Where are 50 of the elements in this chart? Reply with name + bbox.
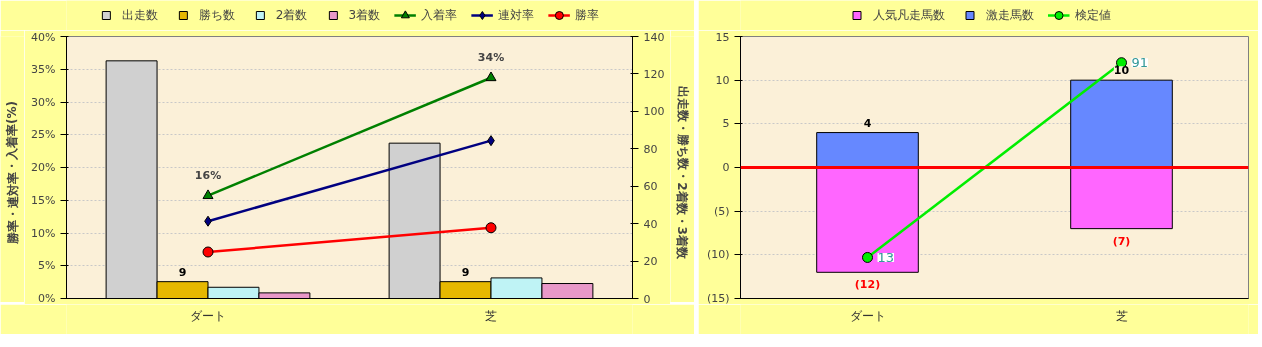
data-label: 9 xyxy=(461,265,470,279)
y2-tick-label: 80 xyxy=(643,142,658,156)
y-tick-label: 40% xyxy=(31,30,56,44)
legend-label: 2着数 xyxy=(275,6,308,24)
x-tick-label: 芝 xyxy=(1115,309,1128,323)
annotation: 13 xyxy=(877,249,895,265)
y-tick-label: 20% xyxy=(31,161,56,174)
legend-label: 勝ち数 xyxy=(198,6,235,24)
y-axis-title: 勝率・連対率・入着率(%) xyxy=(5,101,20,245)
y-tick-label: 0% xyxy=(38,291,56,305)
y2-tick-label: 120 xyxy=(643,67,665,81)
y2-tick-label: 100 xyxy=(643,105,665,119)
data-label: 9 xyxy=(178,265,187,279)
y2-tick-label: 40 xyxy=(643,217,658,231)
y-tick-label: 0 xyxy=(722,161,730,174)
y2-tick-label: 140 xyxy=(643,30,665,44)
y2-axis-title: 出走数・勝ち数・2着数・3着数 xyxy=(675,86,690,260)
legend-label: 3着数 xyxy=(348,6,381,24)
legend-label: 出走数 xyxy=(121,6,158,24)
y-tick-label: 15 xyxy=(715,30,730,44)
y2-tick-label: 20 xyxy=(643,255,658,269)
data-label: 4 xyxy=(863,116,872,130)
y-tick-label: 30% xyxy=(31,95,56,109)
data-label: 10 xyxy=(1113,64,1130,78)
y-tick-label: 5% xyxy=(38,259,56,273)
y2-tick-label: 60 xyxy=(643,180,658,194)
y-tick-label: 15% xyxy=(31,193,56,207)
legend-label: 激走馬数 xyxy=(985,6,1034,24)
y-tick-label: 25% xyxy=(31,128,56,142)
data-label: 34% xyxy=(477,50,505,64)
data-label: (7) xyxy=(1112,234,1131,248)
legend-label: 入着率 xyxy=(421,6,458,24)
y-tick-label: 10 xyxy=(715,73,730,87)
legend-label: 検定値 xyxy=(1074,6,1111,24)
y2-tick-label: 0 xyxy=(643,292,651,306)
y-tick-label: (15) xyxy=(706,291,730,305)
y-tick-label: 35% xyxy=(31,62,56,76)
x-tick-label: ダート xyxy=(190,309,226,323)
x-tick-label: ダート xyxy=(849,309,886,323)
legend-label: 連対率 xyxy=(498,6,535,24)
annotation: 91 xyxy=(1131,55,1149,71)
legend-label: 人気凡走馬数 xyxy=(872,6,945,24)
data-label: 16% xyxy=(194,168,222,182)
y-tick-label: 5 xyxy=(722,117,730,131)
data-label: (12) xyxy=(854,278,881,292)
y-tick-label: (10) xyxy=(706,248,730,262)
x-tick-label: 芝 xyxy=(485,309,497,323)
y-tick-label: (5) xyxy=(713,204,730,218)
y-tick-label: 10% xyxy=(31,226,56,240)
legend-label: 勝率 xyxy=(575,6,600,24)
